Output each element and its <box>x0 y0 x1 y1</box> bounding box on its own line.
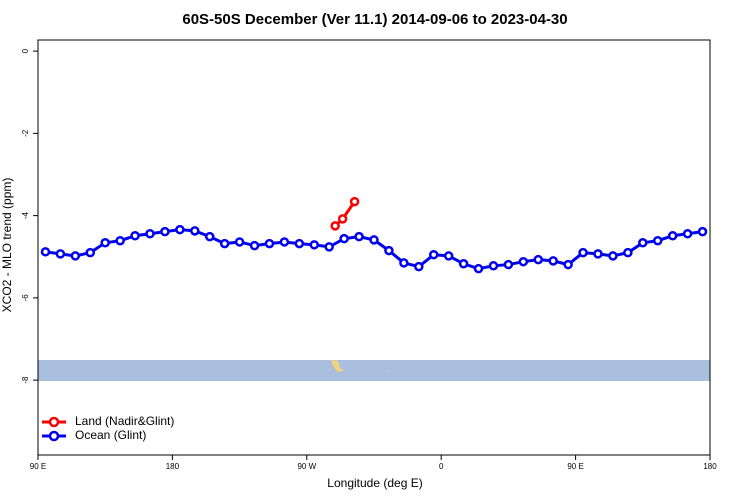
point <box>130 231 140 241</box>
point <box>100 238 110 248</box>
point <box>399 258 409 268</box>
point <box>55 249 66 259</box>
point <box>488 261 499 271</box>
x-axis-label: Longitude (deg E) <box>327 476 422 490</box>
point <box>330 221 340 231</box>
land-specks <box>331 360 389 372</box>
point <box>414 261 424 272</box>
point <box>337 214 348 224</box>
point <box>682 228 693 239</box>
point <box>349 196 360 207</box>
point <box>667 231 678 241</box>
point <box>264 238 275 249</box>
point <box>443 251 454 261</box>
x-tick-label: 90 E <box>567 462 583 471</box>
point <box>623 247 633 258</box>
map-strip <box>38 360 710 381</box>
point <box>548 256 558 266</box>
y-tick-label: -2 <box>21 129 30 137</box>
x-tick-label: 180 <box>703 462 717 471</box>
point <box>85 247 96 258</box>
x-tick-label: 180 <box>166 462 180 471</box>
point <box>204 231 215 242</box>
point <box>279 237 290 247</box>
point <box>533 254 544 265</box>
point <box>638 238 648 248</box>
point <box>190 226 200 236</box>
x-tick-label: 90 E <box>30 462 46 471</box>
point <box>593 249 603 259</box>
legend-label: Ocean (Glint) <box>75 428 146 442</box>
x-tick-label: 0 <box>439 462 444 471</box>
chart-title: 60S-50S December (Ver 11.1) 2014-09-06 t… <box>182 11 567 28</box>
y-tick-label: 0 <box>21 48 30 53</box>
y-tick-label: -6 <box>21 294 30 302</box>
point <box>294 238 305 249</box>
point <box>324 242 334 252</box>
x-tick-label: 90 W <box>297 462 316 471</box>
y-tick-label: -4 <box>21 212 30 220</box>
point <box>473 263 484 274</box>
point <box>145 228 155 239</box>
point <box>518 256 529 267</box>
point <box>175 224 185 235</box>
point <box>115 235 125 246</box>
point <box>70 251 81 261</box>
point <box>503 259 514 270</box>
point <box>608 251 618 261</box>
legend-marker <box>48 430 60 442</box>
point <box>563 259 573 270</box>
point <box>339 233 349 244</box>
point <box>309 240 320 250</box>
point <box>428 249 439 260</box>
point <box>354 231 364 242</box>
y-tick-label: -8 <box>21 376 30 384</box>
point <box>160 226 170 237</box>
point <box>40 247 51 257</box>
point <box>697 226 708 237</box>
plot-frame <box>37 39 711 456</box>
y-axis-label: XCO2 - MLO trend (ppm) <box>0 178 14 313</box>
point <box>384 245 394 256</box>
point <box>369 235 379 245</box>
point <box>234 237 245 247</box>
point <box>458 258 469 269</box>
legend-label: Land (Nadir&Glint) <box>75 414 174 428</box>
point <box>219 238 230 249</box>
point <box>652 235 663 246</box>
point <box>578 247 588 258</box>
point <box>249 240 260 251</box>
legend-marker <box>48 416 60 428</box>
